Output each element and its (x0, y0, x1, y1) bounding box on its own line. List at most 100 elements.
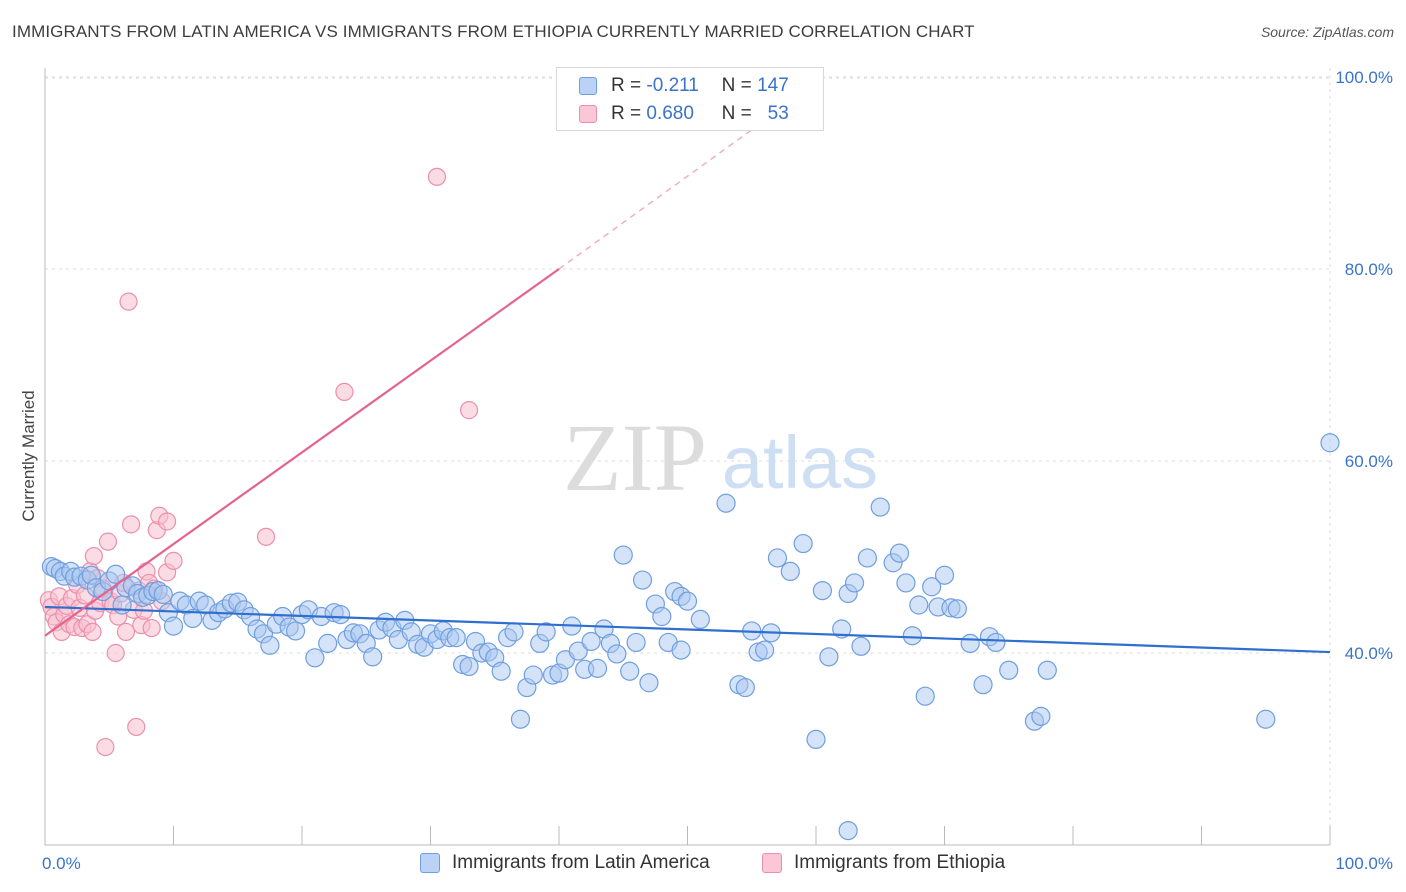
legend-pink-n: 53 (767, 103, 789, 124)
y-tick-label: 60.0% (1345, 452, 1393, 471)
blue-point (305, 648, 325, 668)
blue-point (754, 640, 775, 660)
blue-point (1256, 709, 1276, 729)
legend-pink-r: 0.680 (646, 103, 694, 124)
blue-point (510, 709, 531, 729)
blue-point (806, 729, 826, 750)
pink-point (142, 618, 161, 638)
blue-point (889, 543, 910, 563)
blue-point (183, 608, 203, 629)
blue-point (568, 641, 588, 661)
pink-trend-line (44, 268, 560, 637)
legend-row-blue: R = -0.211 N = 147 (579, 74, 789, 98)
blue-point (677, 591, 698, 611)
blue-point (986, 632, 1006, 653)
pink-point (164, 551, 183, 570)
tick-labels: 40.0% 60.0% 80.0% 100.0% 0.0% 100.0% (42, 68, 1393, 873)
blue-point (523, 665, 543, 685)
blue-point (330, 604, 351, 625)
pink-point (84, 546, 103, 566)
pink-point (116, 622, 136, 641)
blue-point (960, 633, 980, 654)
pink-point (106, 643, 125, 663)
watermark-atlas: atlas (722, 421, 878, 504)
pink-point (335, 382, 354, 401)
y-tick-label: 40.0% (1345, 644, 1393, 663)
legend-r-label: R = (611, 103, 642, 124)
y-axis-label: Currently Married (19, 390, 38, 521)
blue-point (851, 636, 871, 656)
blue-point (491, 661, 511, 681)
blue-point (536, 622, 556, 642)
y-tick-label: 80.0% (1345, 260, 1393, 279)
blue-point (857, 548, 878, 568)
blue-point (832, 619, 852, 639)
blue-point (363, 647, 383, 667)
pink-point (83, 622, 102, 641)
blue-point (260, 635, 280, 655)
blue-point (671, 640, 691, 660)
series-legend-pink: Immigrants from Ethiopia (762, 852, 1005, 874)
pink-point (121, 515, 141, 534)
blue-point (446, 628, 466, 648)
blue-point (504, 622, 524, 642)
y-tick-label: 100.0% (1335, 68, 1393, 87)
pink-point (256, 527, 276, 546)
series-swatch-blue (420, 853, 440, 873)
legend-blue-r: -0.211 (646, 75, 699, 96)
trend-lines (44, 129, 1331, 654)
blue-point (163, 616, 184, 636)
axes (44, 68, 1331, 846)
series-swatch-pink (762, 853, 782, 873)
blue-point (947, 599, 967, 619)
blue-trend-line (44, 605, 1331, 654)
pink-point (119, 292, 138, 311)
blue-point (1031, 706, 1051, 726)
blue-point (819, 647, 839, 667)
pink-point (157, 512, 177, 531)
blue-point (870, 497, 890, 517)
blue-point (581, 631, 601, 652)
legend-row-pink: R = 0.680 N = 53 (579, 102, 789, 126)
blue-point (459, 656, 479, 677)
pink-point (459, 401, 479, 420)
x-tick-label-end: 100.0% (1335, 854, 1393, 873)
blue-point (844, 573, 865, 593)
blue-point (587, 658, 608, 678)
legend-r-label: R = (611, 75, 642, 96)
blue-point (793, 533, 813, 554)
legend-swatch-blue (579, 77, 597, 95)
pink-points (39, 167, 479, 757)
blue-point (934, 565, 955, 585)
blue-point (153, 584, 173, 605)
blue-point (1320, 433, 1340, 453)
blue-point (896, 573, 916, 593)
blue-point (838, 820, 858, 841)
series-label-blue: Immigrants from Latin America (452, 852, 710, 873)
blue-point (613, 545, 633, 565)
blue-point (607, 644, 627, 664)
pink-trend-extension (558, 129, 753, 270)
blue-point (735, 677, 755, 698)
blue-point (999, 660, 1019, 680)
legend-n-label: N = (721, 103, 752, 124)
series-legend-blue: Immigrants from Latin America (420, 852, 710, 874)
blue-point (639, 673, 659, 693)
chart-title: IMMIGRANTS FROM LATIN AMERICA VS IMMIGRA… (12, 22, 975, 41)
watermark-zip: ZIP (563, 404, 707, 511)
legend-swatch-pink (579, 105, 597, 123)
watermark: ZIP atlas (563, 404, 878, 511)
blue-points (41, 433, 1340, 841)
blue-point (620, 661, 640, 681)
series-legend: Immigrants from Latin America Immigrants… (0, 852, 1406, 878)
pink-point (427, 167, 447, 186)
correlation-legend: R = -0.211 N = 147 R = 0.680 N = 53 (556, 67, 824, 131)
blue-point (112, 595, 132, 615)
series-label-pink: Immigrants from Ethiopia (794, 852, 1006, 873)
blue-point (1037, 660, 1057, 680)
legend-n-label: N = (721, 75, 752, 96)
blue-point (690, 609, 710, 630)
blue-point (915, 686, 935, 706)
x-tick-label-start: 0.0% (42, 854, 81, 873)
